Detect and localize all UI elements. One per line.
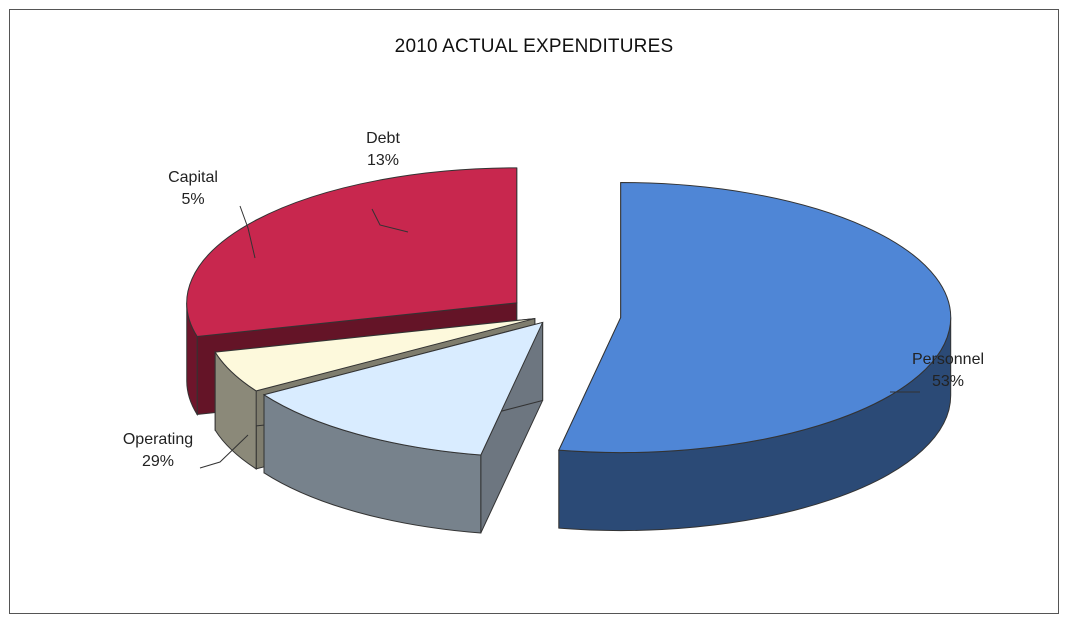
pie-chart: Personnel 53% Debt 13% Capital 5% Operating 29% bbox=[123, 130, 984, 534]
pie-slice-personnel bbox=[558, 182, 952, 532]
slice-value-operating: 29% bbox=[142, 453, 174, 470]
chart-frame: 2010 ACTUAL EXPENDITURES Personnel 53% Deb… bbox=[9, 9, 1059, 614]
leader-line-capital bbox=[239, 205, 256, 259]
slice-value-debt: 13% bbox=[367, 152, 399, 169]
slice-label-operating: Operating bbox=[123, 431, 193, 448]
leader-line-operating bbox=[199, 434, 249, 469]
slice-label-capital: Capital bbox=[168, 169, 218, 186]
slice-value-personnel: 53% bbox=[932, 373, 964, 390]
pie-slice-debt bbox=[262, 321, 544, 534]
slice-label-personnel: Personnel bbox=[912, 351, 984, 368]
chart-title: 2010 ACTUAL EXPENDITURES bbox=[394, 36, 674, 57]
slice-label-debt: Debt bbox=[366, 130, 400, 147]
slice-value-capital: 5% bbox=[181, 191, 204, 208]
leader-line-debt bbox=[371, 208, 409, 233]
